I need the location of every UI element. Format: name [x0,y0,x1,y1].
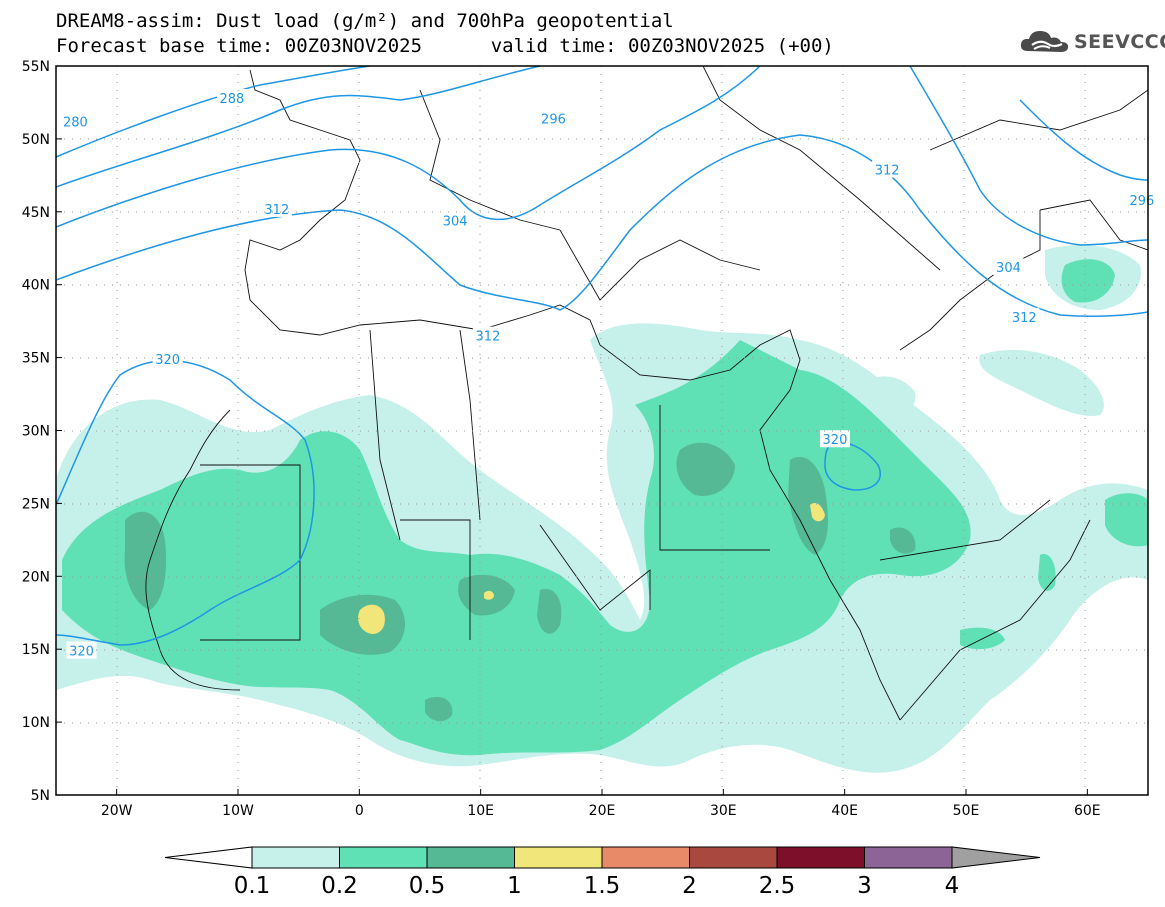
colorbar-swatch [339,846,428,869]
y-tick-label: 15N [22,642,50,658]
y-tick-label: 10N [22,715,50,731]
y-axis: 55N 50N 45N 40N 35N 30N 25N 20N 15N 10N 5N [22,59,62,804]
dust-level-1 [358,503,825,634]
contour-label: 312 [476,330,501,345]
logo-text: SEEVCCC [1074,31,1165,53]
contour-labels: 280 288 296 296 304 304 312 312 312 312 320 320 320 [60,89,1157,660]
x-tick-label: 50E [953,803,980,819]
dust-level-0.5 [124,442,916,722]
dust-load-field [56,245,1148,773]
contour-label: 304 [443,215,468,230]
colorbar-swatch [776,846,865,869]
contour-label-bg [60,112,91,130]
contour-label-bg [261,199,292,217]
y-tick-label: 45N [22,205,50,221]
x-tick-label: 20E [589,803,616,819]
colorbar-swatch [689,846,778,869]
contour-label: 296 [541,112,566,127]
colorbar-level-label: 0.2 [321,873,358,899]
contour-label-bg [872,160,903,178]
contour-label-bg [819,430,850,448]
dust-level-0.2 [62,259,1148,756]
x-tick-label: 60E [1074,803,1101,819]
x-tick-label: 40E [831,803,858,819]
x-tick-label: 10E [467,803,494,819]
colorbar-level-label: 1 [507,873,522,899]
colorbar-level-label: 4 [945,873,960,899]
contour-label-bg [152,350,183,368]
contour-label: 312 [1012,311,1037,326]
y-tick-label: 30N [22,424,50,440]
y-tick-label: 40N [22,278,50,294]
contour-label-bg [440,211,471,229]
colorbar: 0.1 0.2 0.5 1 1.5 2 2.5 3 4 [164,846,1041,899]
colorbar-level-label: 0.1 [234,873,271,899]
colorbar-swatch [251,846,340,869]
contour-label: 312 [264,203,289,218]
colorbar-level-label: 0.5 [409,873,446,899]
x-tick-label: 10W [222,803,254,819]
y-tick-label: 20N [22,569,50,585]
y-tick-label: 35N [22,351,50,367]
contour-label: 288 [220,92,245,107]
contour-label: 312 [875,164,900,179]
contour-label: 304 [996,261,1021,276]
colorbar-level-label: 2 [682,873,697,899]
seevccc-logo: SEEVCCC [1018,27,1165,57]
contour-label-bg [1009,307,1040,325]
y-tick-label: 50N [22,132,50,148]
contour-label-bg [993,258,1024,276]
colorbar-swatch [514,846,603,869]
colorbar-swatch [426,846,515,869]
x-tick-label: 30E [710,803,737,819]
colorbar-swatch [864,846,953,869]
cloud-icon [1020,31,1069,52]
x-tick-label: 20W [101,803,133,819]
contour-label: 320 [69,645,94,660]
coastlines-and-borders [145,66,1148,721]
x-axis: 20W 10W 0 10E 20E 30E 40E 50E 60E [101,789,1101,819]
y-tick-label: 5N [31,788,50,804]
contour-label-bg [66,641,97,659]
map-subtitle: Forecast base time: 00Z03NOV2025 valid t… [56,37,834,56]
colorbar-level-label: 3 [857,873,872,899]
map-title: DREAM8-assim: Dust load (g/m²) and 700hP… [56,10,674,32]
contour-label: 320 [823,433,848,448]
forecast-base-time: Forecast base time: 00Z03NOV2025 [56,35,423,57]
colorbar-level-label: 2.5 [759,873,796,899]
colorbar-over-arrow [951,846,1041,869]
contour-label-bg [216,89,247,107]
contour-label-bg [538,109,569,127]
x-tick-label: 0 [355,803,364,819]
colorbar-level-label: 1.5 [584,873,621,899]
y-tick-label: 25N [22,496,50,512]
contour-label: 280 [63,115,88,130]
colorbar-under-arrow [164,846,253,869]
geopotential-contours [56,66,1148,646]
contour-label: 296 [1130,194,1155,209]
colorbar-swatch [601,846,690,869]
y-tick-label: 55N [22,59,50,75]
contour-label-bg [1126,191,1157,209]
contour-label: 320 [155,353,180,368]
valid-time: valid time: 00Z03NOV2025 (+00) [490,35,834,57]
